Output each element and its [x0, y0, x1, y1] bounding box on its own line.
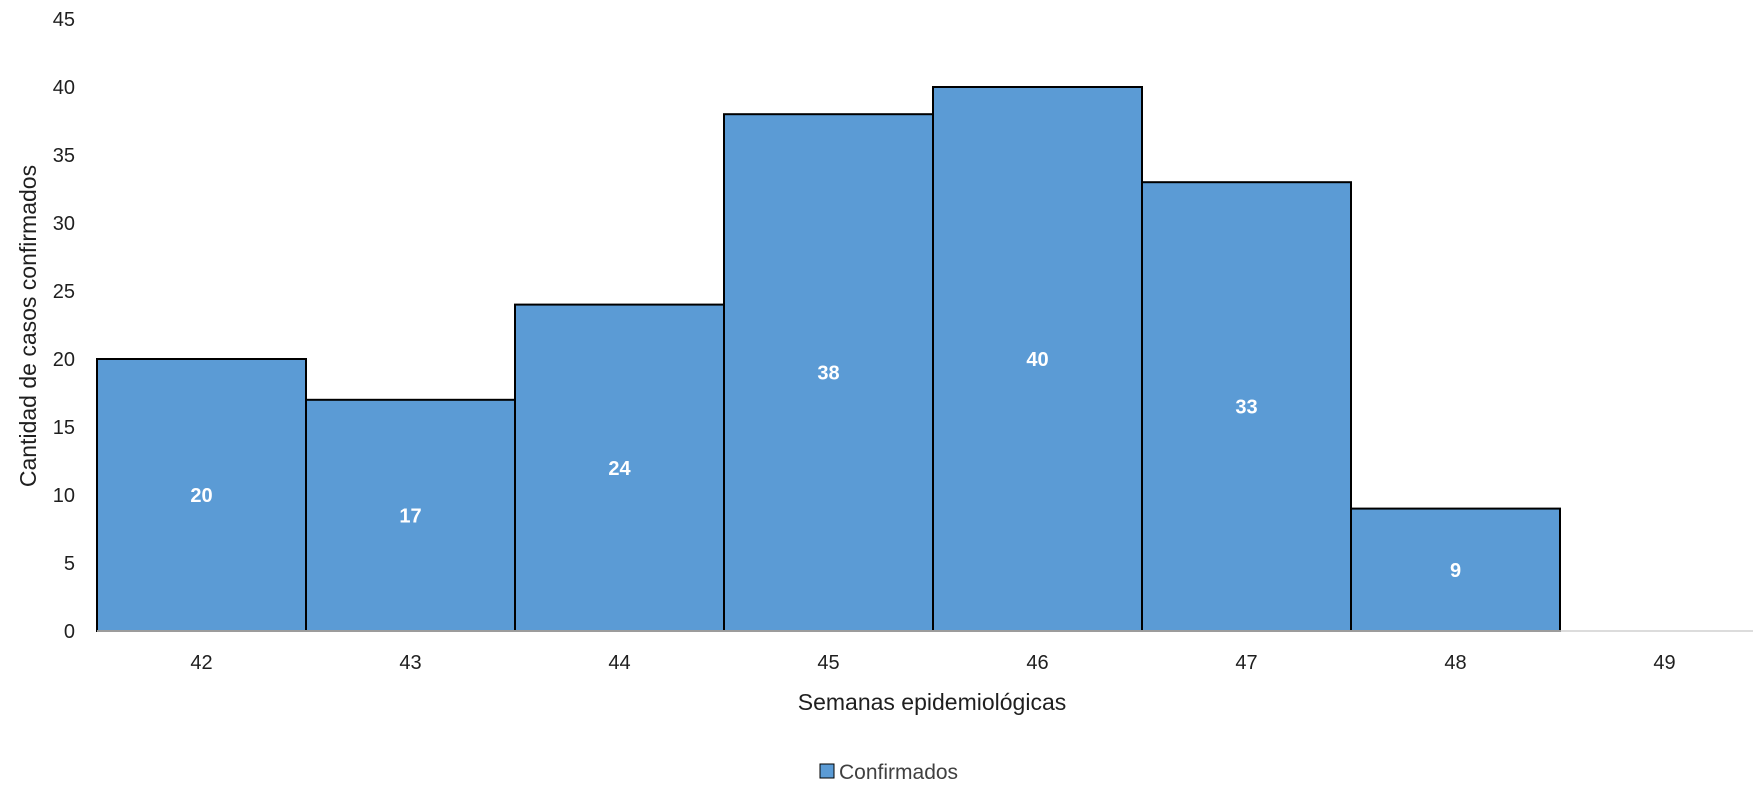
y-tick-label: 35: [53, 145, 75, 167]
data-label-week-47: 33: [1235, 397, 1257, 419]
data-label-week-48: 9: [1450, 560, 1461, 582]
data-label-week-42: 20: [190, 485, 212, 507]
bar-week-43: [305, 398, 516, 632]
x-tick-label: 47: [1235, 652, 1257, 674]
y-tick-label: 30: [53, 213, 75, 235]
y-axis-ticks: 0 5 10 15 20 25 30 35 40 45: [53, 9, 75, 643]
legend-swatch-confirmados: [819, 763, 835, 779]
legend-label-confirmados: Confirmados: [839, 761, 958, 784]
x-tick-label: 43: [399, 652, 421, 674]
data-label-week-45: 38: [817, 363, 839, 385]
data-label-week-44: 24: [608, 458, 631, 480]
x-tick-label: 44: [608, 652, 630, 674]
x-tick-label: 49: [1653, 652, 1675, 674]
data-label-week-46: 40: [1026, 349, 1048, 371]
x-tick-label: 46: [1026, 652, 1048, 674]
x-tick-label: 48: [1444, 652, 1466, 674]
y-tick-label: 40: [53, 77, 75, 99]
x-tick-label: 45: [817, 652, 839, 674]
x-axis-title: Semanas epidemiológicas: [798, 689, 1067, 715]
x-axis-ticks: 42 43 44 45 46 47 48 49: [190, 652, 1675, 674]
y-axis-title: Cantidad de casos confirmados: [15, 165, 41, 487]
y-tick-label: 25: [53, 281, 75, 303]
bar-week-47: [1141, 181, 1352, 632]
bars: [96, 86, 1561, 633]
bar-week-45: [723, 113, 934, 632]
y-tick-label: 5: [64, 553, 75, 575]
data-label-week-43: 17: [399, 505, 421, 527]
y-tick-label: 45: [53, 9, 75, 31]
y-tick-label: 10: [53, 485, 75, 507]
bar-week-46: [932, 86, 1143, 632]
bar-week-44: [514, 303, 725, 632]
bar-week-42: [96, 358, 307, 632]
legend: Confirmados: [819, 761, 958, 784]
y-tick-label: 15: [53, 417, 75, 439]
x-tick-label: 42: [190, 652, 212, 674]
y-tick-label: 20: [53, 349, 75, 371]
data-labels: 20 17 24 38 40 33 9: [190, 349, 1461, 582]
y-tick-label: 0: [64, 621, 75, 643]
